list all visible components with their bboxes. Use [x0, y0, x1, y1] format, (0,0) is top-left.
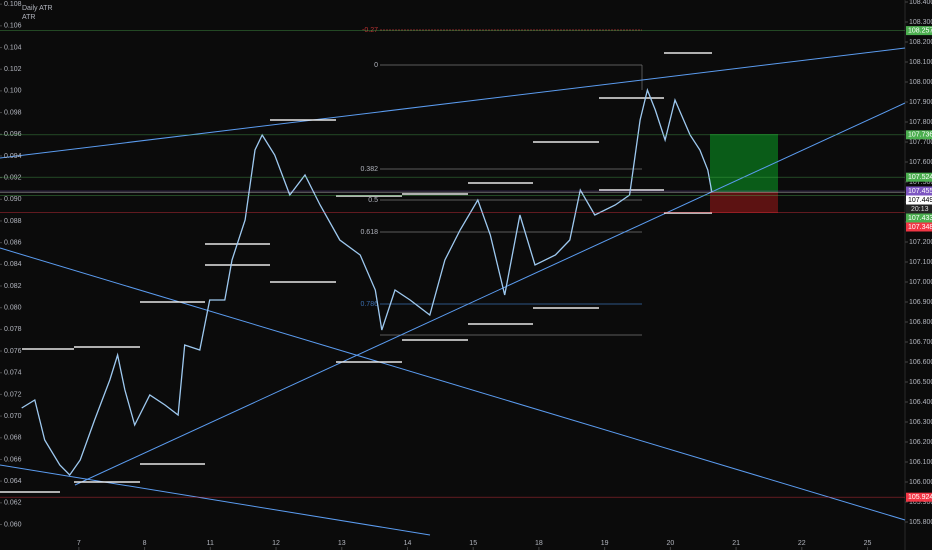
fib-label: 0.382 [360, 166, 378, 173]
y2-tick-label: 107.500 [909, 179, 932, 186]
y2-tick-label: 107.000 [909, 279, 932, 286]
price-tag [906, 222, 932, 232]
y-tick-label: 0.098 [4, 109, 22, 116]
y2-tick-label: 105.900 [909, 499, 932, 506]
y2-tick-label: 108.300 [909, 19, 932, 26]
trend-line [74, 102, 906, 486]
y-tick-label: 0.102 [4, 66, 22, 73]
indicator-name: ATR [22, 14, 35, 21]
x-tick-label: 19 [601, 540, 609, 547]
price-tag-label: 105.924 [908, 494, 932, 501]
price-tag [906, 130, 932, 140]
x-tick-label: 21 [732, 540, 740, 547]
y-tick-label: 0.100 [4, 88, 22, 95]
trend-line [0, 247, 906, 521]
y-tick-label: 0.084 [4, 261, 22, 268]
trend-line [0, 464, 431, 536]
x-tick-label: 7 [77, 540, 81, 547]
y-tick-label: 0.068 [4, 435, 22, 442]
trend-line [0, 47, 906, 159]
x-tick-label: 15 [469, 540, 477, 547]
y-tick-label: 0.086 [4, 239, 22, 246]
y-tick-label: 0.060 [4, 521, 22, 528]
fib-label: 0.618 [360, 229, 378, 236]
y2-tick-label: 106.200 [909, 439, 932, 446]
y2-tick-label: 107.900 [909, 99, 932, 106]
price-tag [906, 26, 932, 36]
x-tick-label: 20 [666, 540, 674, 547]
price-tag-label: 107.524 [908, 174, 932, 181]
price-tag [906, 492, 932, 502]
x-tick-label: 14 [404, 540, 412, 547]
y2-tick-label: 106.500 [909, 379, 932, 386]
y-tick-label: 0.076 [4, 348, 22, 355]
loss-zone [710, 192, 778, 213]
x-tick-label: 11 [207, 540, 214, 547]
price-tag-label: 108.257 [908, 27, 932, 34]
fib-label: 0 [374, 62, 378, 69]
y-tick-label: 0.088 [4, 218, 22, 225]
y-tick-label: 0.070 [4, 413, 22, 420]
y-tick-label: 0.092 [4, 174, 22, 181]
x-tick-label: 22 [798, 540, 806, 547]
y2-tick-label: 106.300 [909, 419, 932, 426]
y-tick-label: 0.064 [4, 478, 22, 485]
y-tick-label: 0.094 [4, 153, 22, 160]
price-tag-label: 107.736 [908, 132, 932, 139]
fib-label: 0.5 [368, 197, 378, 204]
price-line [21, 87, 713, 477]
y2-tick-label: 107.200 [909, 239, 932, 246]
price-tag-label: 107.433 [908, 215, 932, 222]
y2-tick-label: 106.800 [909, 319, 932, 326]
y2-tick-label: 107.100 [909, 259, 932, 266]
price-tag [906, 195, 932, 205]
y2-tick-label: 105.800 [909, 519, 932, 526]
y2-tick-label: 107.800 [909, 119, 932, 126]
price-tag [906, 172, 932, 182]
y2-tick-label: 108.400 [909, 0, 932, 6]
y2-tick-label: 106.000 [909, 479, 932, 486]
price-tag-label: 107.455 [908, 188, 932, 195]
y-tick-label: 0.104 [4, 44, 22, 51]
trend-lines [0, 47, 906, 536]
x-tick-label: 8 [143, 540, 147, 547]
y2-tick-label: 108.100 [909, 59, 932, 66]
y2-tick-label: 108.000 [909, 79, 932, 86]
y-tick-label: 0.108 [4, 1, 22, 8]
x-tick-label: 13 [338, 540, 346, 547]
price-tag-label: 107.449 [908, 197, 932, 204]
y-tick-label: 0.062 [4, 500, 22, 507]
y2-tick-label: 106.400 [909, 399, 932, 406]
x-tick-label: 25 [864, 540, 872, 547]
time-tag-label: 20:13 [911, 206, 929, 213]
x-tick-label: 18 [535, 540, 543, 547]
price-tag [906, 186, 932, 196]
price-tag [906, 213, 932, 223]
y-tick-label: 0.090 [4, 196, 22, 203]
price-tag-label: 107.348 [908, 224, 932, 231]
time-tag [906, 204, 932, 214]
y2-tick-label: 106.600 [909, 359, 932, 366]
y-tick-label: 0.066 [4, 456, 22, 463]
fib-label: 0.786 [360, 301, 378, 308]
x-tick-label: 12 [272, 540, 280, 547]
y2-tick-label: 106.900 [909, 299, 932, 306]
y-tick-label: 0.074 [4, 370, 22, 377]
y-tick-label: 0.082 [4, 283, 22, 290]
fib-retracement: -0.27 0 0.382 0.5 0.618 0.786 [360, 27, 643, 336]
y-tick-label: 0.078 [4, 326, 22, 333]
y2-tick-label: 106.100 [909, 459, 932, 466]
y2-tick-label: 106.700 [909, 339, 932, 346]
y2-tick-label: 108.200 [909, 39, 932, 46]
y-tick-label: 0.106 [4, 23, 22, 30]
y-tick-label: 0.080 [4, 305, 22, 312]
chart-title: Daily ATR [22, 5, 53, 12]
profit-zone [710, 134, 778, 192]
y2-tick-label: 107.600 [909, 159, 932, 166]
y2-tick-label: 107.700 [909, 139, 932, 146]
y-tick-label: 0.072 [4, 391, 22, 398]
